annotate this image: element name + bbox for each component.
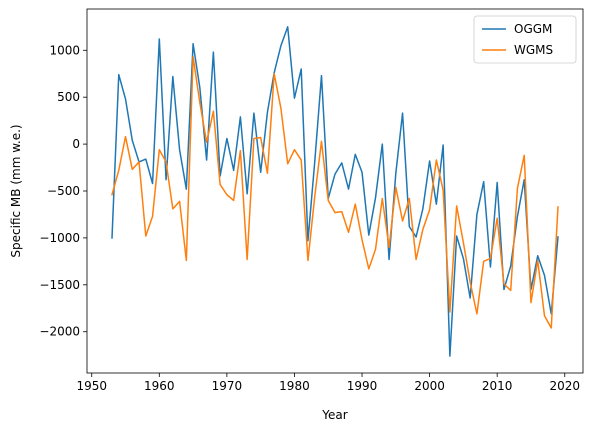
x-tick-label: 2000 (414, 379, 445, 393)
y-axis-ticks: −2000 −1500 −1000 −500 0 500 1000 (39, 43, 87, 339)
y-tick-label: −1000 (39, 231, 80, 245)
x-axis-label: Year (321, 408, 347, 422)
y-tick-label: 1000 (49, 43, 80, 57)
x-tick-label: 1960 (144, 379, 175, 393)
legend: OGGM WGMS (473, 15, 577, 64)
x-tick-label: 1990 (347, 379, 378, 393)
legend-label-wgms: WGMS (514, 43, 553, 57)
x-tick-label: 1980 (279, 379, 310, 393)
x-tick-label: 2020 (549, 379, 580, 393)
series-line-oggm (111, 26, 559, 357)
y-tick-label: −2000 (39, 325, 80, 339)
y-tick-label: 0 (72, 137, 80, 151)
y-tick-label: −1500 (39, 278, 80, 292)
legend-label-oggm: OGGM (514, 22, 552, 36)
x-tick-label: 2010 (482, 379, 513, 393)
plot-area (87, 9, 583, 373)
legend-box (473, 15, 577, 64)
x-tick-label: 1970 (212, 379, 243, 393)
y-tick-label: 500 (57, 90, 80, 104)
series-layer (111, 26, 559, 357)
x-tick-label: 1950 (76, 379, 107, 393)
series-line-wgms (111, 56, 559, 329)
y-axis-label: Specific MB (mm w.e.) (9, 124, 23, 257)
y-tick-label: −500 (47, 184, 80, 198)
x-axis-ticks: 1950 1960 1970 1980 1990 2000 2010 2020 (76, 373, 580, 393)
